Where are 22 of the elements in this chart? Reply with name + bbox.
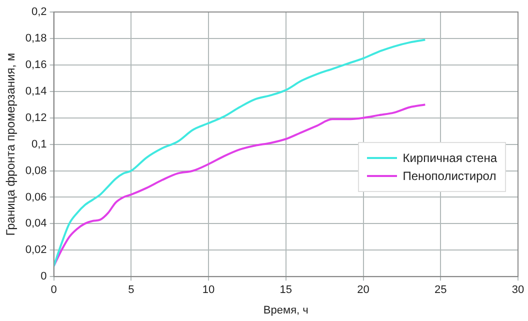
y-tick-label: 0,16	[25, 58, 47, 71]
x-axis-title: Время, ч	[263, 304, 308, 316]
y-tick-label: 0,18	[25, 32, 47, 44]
x-tick-label: 5	[128, 284, 134, 296]
y-tick-label: 0,1	[32, 138, 47, 150]
y-tick-label: 0,14	[25, 85, 47, 98]
x-tick-label: 30	[512, 284, 524, 296]
x-tick-label: 25	[434, 284, 447, 296]
x-tick-label: 10	[202, 284, 215, 296]
y-tick-label: 0,02	[25, 244, 47, 256]
x-tick-label: 15	[280, 284, 292, 296]
y-tick-label: 0,2	[32, 6, 47, 18]
y-axis-title: Граница фронта промерзания, м	[4, 52, 18, 236]
legend-label: Кирпичная стена	[402, 151, 497, 165]
y-tick-label: 0	[40, 270, 47, 283]
legend-label: Пенополистирол	[402, 169, 496, 183]
x-tick-label: 0	[50, 284, 57, 296]
y-tick-label: 0,08	[25, 164, 47, 177]
x-tick-label: 20	[357, 284, 370, 296]
y-tick-label: 0,06	[25, 191, 47, 204]
y-tick-label: 0,12	[25, 112, 47, 124]
y-tick-label: 0,04	[25, 218, 47, 230]
